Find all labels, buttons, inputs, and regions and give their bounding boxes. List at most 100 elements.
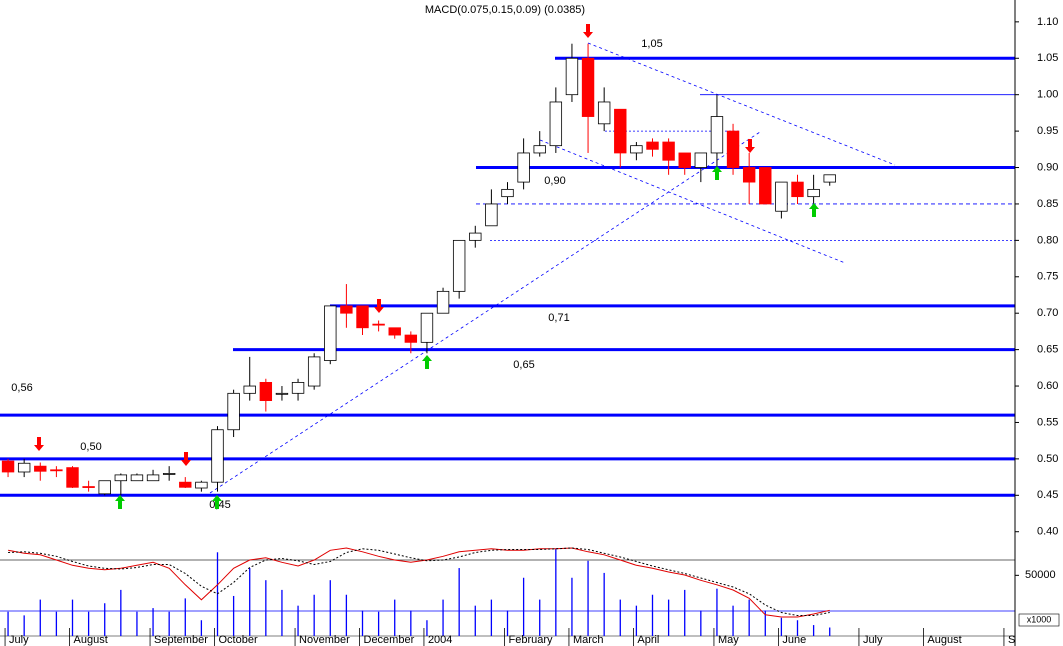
x-tick-label: March: [573, 634, 604, 646]
stochastic-line: [8, 547, 830, 618]
volume-tick-label: 50000: [1025, 569, 1056, 581]
y-tick-label: 0.95: [1037, 125, 1058, 137]
candle-body: [324, 305, 337, 361]
candle-body: [452, 239, 466, 292]
candle-body: [581, 57, 595, 117]
x-tick-label: July: [863, 634, 883, 646]
x-tick-label: April: [637, 634, 659, 646]
candle-body: [114, 474, 128, 482]
candle-body: [146, 474, 160, 482]
candle-body: [694, 152, 708, 168]
x-tick-label: July: [9, 634, 29, 646]
candle-body: [791, 181, 804, 198]
y-tick-label: 0.40: [1037, 526, 1058, 538]
y-tick-label: 0.75: [1037, 271, 1058, 283]
y-tick-label: 0.45: [1037, 489, 1058, 501]
candle-body: [662, 141, 675, 161]
candle-body: [775, 181, 788, 212]
candle-body: [501, 188, 514, 198]
candle-body: [565, 57, 579, 96]
candle-body: [517, 152, 530, 183]
trendline: [587, 42, 896, 166]
candle-body: [50, 469, 63, 472]
y-tick-label: 1.10: [1037, 16, 1058, 28]
candle-body: [17, 462, 31, 473]
level-label: 0,45: [209, 499, 230, 511]
candle-body: [614, 108, 627, 154]
candles: [1, 43, 836, 496]
candle-body: [195, 481, 208, 489]
candle-body: [485, 203, 498, 227]
candle-body: [82, 486, 95, 488]
candle-body: [259, 381, 273, 402]
candle-body: [678, 152, 691, 168]
trendlines: [209, 42, 896, 494]
candle-body: [227, 392, 240, 431]
y-tick-label: 0.90: [1037, 161, 1058, 173]
candle-body: [291, 381, 305, 394]
candle-body: [469, 232, 482, 241]
candle-body: [243, 385, 256, 394]
x-tick-label: June: [782, 634, 806, 646]
candle-body: [807, 188, 820, 198]
candle-body: [404, 334, 418, 343]
candle-body: [66, 467, 79, 488]
candle-body: [646, 141, 659, 150]
y-tick-label: 1.05: [1037, 52, 1058, 64]
y-tick-label: 0.65: [1037, 344, 1058, 356]
candle-body: [340, 305, 353, 314]
level-label: 0,71: [548, 312, 569, 324]
level-label: 0,65: [513, 359, 534, 371]
candle-body: [630, 145, 643, 154]
candle-body: [1, 460, 15, 473]
candle-body: [549, 101, 563, 147]
x-tick-label: December: [364, 634, 415, 646]
candle-body: [162, 473, 176, 475]
level-label: 0,50: [80, 441, 101, 453]
candle-body: [759, 167, 772, 205]
unit-box: [1018, 613, 1060, 627]
candle-body: [130, 474, 144, 482]
x-tick-label: August: [927, 634, 961, 646]
candle-body: [179, 481, 192, 488]
x-tick-label: September: [154, 634, 208, 646]
x-tick-label: November: [299, 634, 350, 646]
candle-body: [420, 312, 434, 343]
x-tick-label: August: [74, 634, 108, 646]
x-tick-label: February: [509, 634, 554, 646]
candle-body: [356, 305, 369, 329]
y-tick-label: 0.50: [1037, 453, 1058, 465]
candle-body: [436, 290, 450, 314]
trendline: [539, 139, 846, 264]
candle-body: [372, 323, 385, 326]
candle-body: [710, 116, 724, 154]
level-label: 0,90: [544, 175, 565, 187]
candle-body: [388, 327, 401, 336]
y-tick-label: 1.00: [1037, 89, 1058, 101]
y-tick-label: 0.85: [1037, 198, 1058, 210]
x-tick-label: 2004: [428, 634, 452, 646]
candle-body: [597, 101, 611, 125]
candle-body: [98, 480, 111, 495]
candle-body: [742, 167, 756, 183]
candle-body: [34, 465, 47, 472]
level-label: 1,05: [641, 38, 662, 50]
chart-title: MACD(0.075,0.15,0.09) (0.0385): [425, 4, 585, 16]
candle-body: [307, 356, 321, 387]
y-tick-label: 0.80: [1037, 234, 1058, 246]
candle-body: [726, 130, 740, 168]
candle-body: [533, 145, 546, 154]
y-tick-label: 0.70: [1037, 307, 1058, 319]
stochastic-line: [8, 547, 830, 616]
level-label: 0,56: [11, 382, 32, 394]
y-tick-label: 0.55: [1037, 416, 1058, 428]
y-tick-label: 0.60: [1037, 380, 1058, 392]
x-tick-label: October: [219, 634, 258, 646]
candle-body: [211, 429, 224, 483]
volume-unit: x1000: [1027, 614, 1052, 624]
x-tick-label: May: [718, 634, 739, 646]
x-tick-label: S: [1008, 634, 1015, 646]
